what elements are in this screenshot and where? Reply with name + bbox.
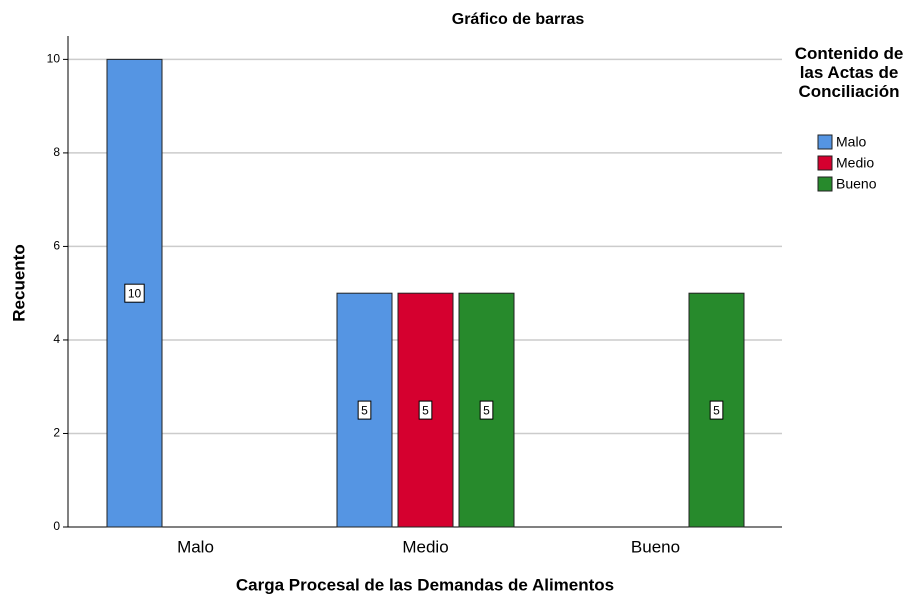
- legend-label: Malo: [836, 134, 867, 150]
- value-label-box: [124, 283, 145, 303]
- y-tick-label: 4: [53, 332, 60, 346]
- x-tick-label: Medio: [402, 537, 448, 556]
- y-axis-label: Recuento: [9, 244, 28, 321]
- chart-title: Gráfico de barras: [452, 11, 585, 28]
- y-tick-label: 6: [53, 239, 60, 253]
- value-label-box: [709, 400, 724, 420]
- legend-swatch: [817, 134, 833, 150]
- value-label: 5: [422, 403, 429, 417]
- x-tick-label: Malo: [177, 537, 214, 556]
- legend-swatch: [817, 176, 833, 192]
- value-label: 5: [713, 403, 720, 417]
- y-tick-label: 0: [53, 519, 60, 533]
- value-label-box: [418, 400, 433, 420]
- y-tick-label: 8: [53, 145, 60, 159]
- value-label: 5: [361, 403, 368, 417]
- x-tick-label: Bueno: [631, 537, 680, 556]
- x-axis-label: Carga Procesal de las Demandas de Alimen…: [236, 575, 614, 594]
- value-label: 5: [483, 403, 490, 417]
- legend-swatch: [817, 155, 833, 171]
- value-label-box: [479, 400, 494, 420]
- legend-label: Bueno: [836, 176, 877, 192]
- y-tick-label: 10: [47, 52, 61, 66]
- y-tick-label: 2: [53, 426, 60, 440]
- value-label: 10: [128, 286, 142, 300]
- value-label-box: [357, 400, 372, 420]
- legend-title: Contenido de las Actas de Conciliación: [794, 44, 904, 101]
- legend-label: Medio: [836, 155, 874, 171]
